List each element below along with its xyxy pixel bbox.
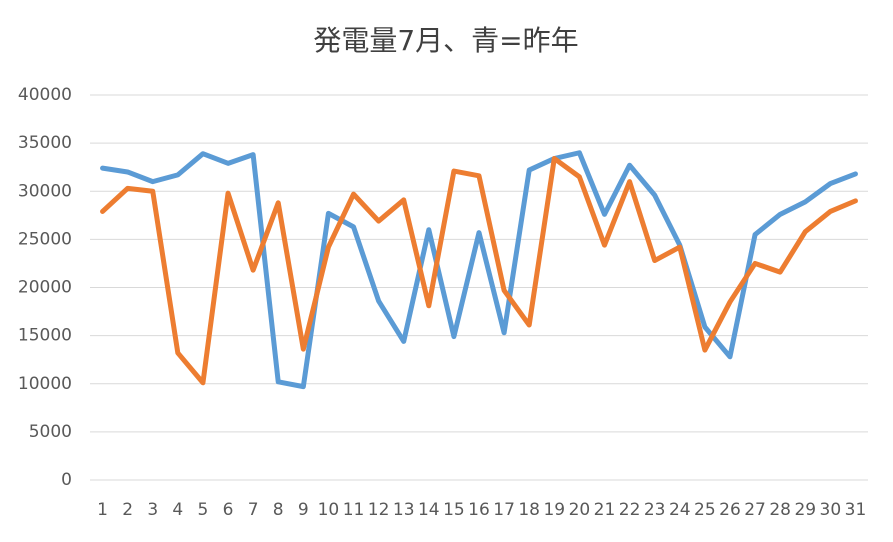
y-tick-label: 10000 (18, 374, 72, 394)
series-line (100, 156, 858, 386)
chart-title: 発電量7月、青=昨年 (313, 24, 578, 57)
x-tick-label: 7 (248, 500, 259, 520)
x-tick-label: 25 (694, 500, 716, 520)
y-tick-label: 0 (61, 470, 72, 490)
x-tick-label: 11 (343, 500, 365, 520)
y-tick-label: 15000 (18, 326, 72, 346)
y-tick-label: 40000 (18, 85, 72, 105)
x-tick-label: 23 (644, 500, 666, 520)
x-tick-label: 5 (198, 500, 209, 520)
x-tick-label: 2 (122, 500, 133, 520)
x-tick-label: 26 (719, 500, 741, 520)
x-tick-label: 29 (794, 500, 816, 520)
x-tick-label: 12 (368, 500, 390, 520)
x-tick-label: 4 (172, 500, 183, 520)
x-tick-label: 24 (669, 500, 691, 520)
y-tick-label: 25000 (18, 229, 72, 249)
x-tick-label: 9 (298, 500, 309, 520)
y-tick-label: 35000 (18, 133, 72, 153)
x-tick-label: 6 (223, 500, 234, 520)
x-tick-label: 30 (820, 500, 842, 520)
x-tick-label: 21 (594, 500, 616, 520)
x-tick-label: 17 (493, 500, 515, 520)
x-tick-label: 10 (318, 500, 340, 520)
y-tick-label: 5000 (29, 422, 72, 442)
series-line (100, 150, 858, 390)
x-tick-label: 1 (97, 500, 108, 520)
y-tick-label: 20000 (18, 278, 72, 298)
x-tick-label: 15 (443, 500, 465, 520)
y-tick-label: 30000 (18, 181, 72, 201)
x-tick-label: 20 (569, 500, 591, 520)
x-tick-label: 28 (769, 500, 791, 520)
x-tick-label: 8 (273, 500, 284, 520)
x-tick-label: 14 (418, 500, 440, 520)
x-tick-label: 19 (543, 500, 565, 520)
x-tick-label: 22 (619, 500, 641, 520)
x-tick-label: 18 (518, 500, 540, 520)
x-tick-label: 13 (393, 500, 415, 520)
x-tick-label: 3 (147, 500, 158, 520)
x-tick-label: 31 (845, 500, 867, 520)
x-tick-label: 16 (468, 500, 490, 520)
x-tick-label: 27 (744, 500, 766, 520)
